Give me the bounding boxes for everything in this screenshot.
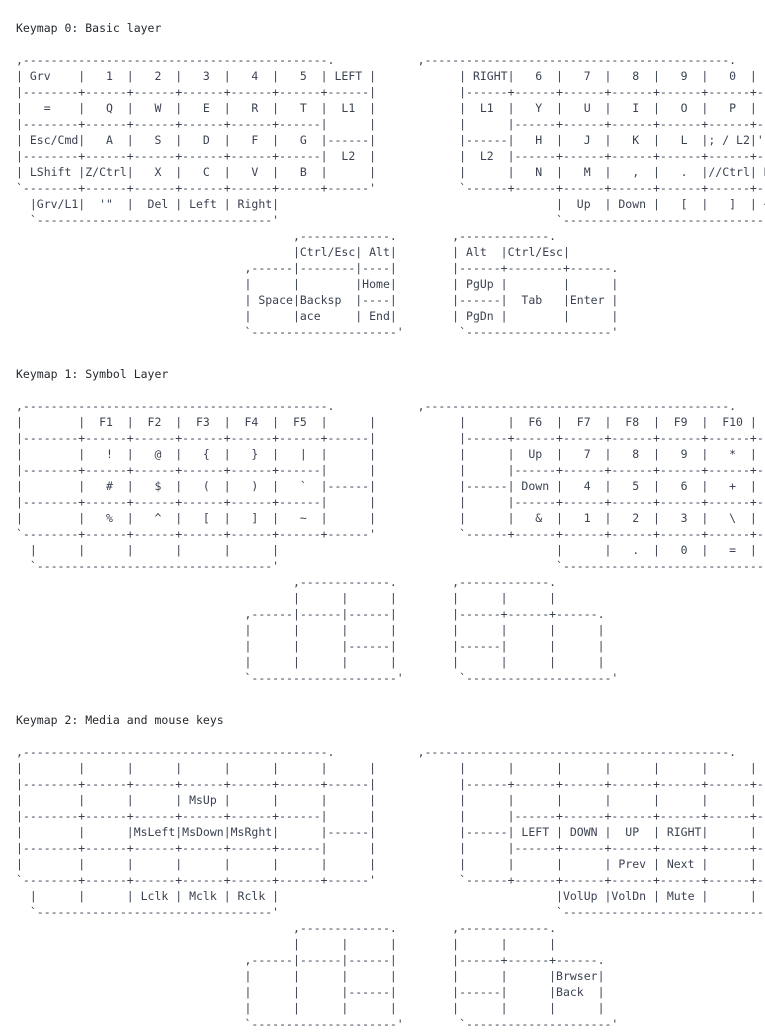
keymap-1-thumb-art: ,-------------. ,-------------. | | | | …	[244, 575, 619, 685]
keymap-0-title: Keymap 0: Basic layer	[16, 21, 162, 35]
keymap-2-title-spacer	[0, 728, 765, 744]
keymap-1-bottom-spacer	[0, 686, 765, 712]
keymap-1-main-art: ,---------------------------------------…	[16, 399, 765, 573]
keymap-2-main-art: ,---------------------------------------…	[16, 745, 765, 919]
top-spacer	[0, 0, 765, 20]
keymap-section-1: Keymap 1: Symbol Layer ,----------------…	[0, 366, 765, 686]
keymap-2-thumb-art: ,-------------. ,-------------. | | | | …	[244, 921, 619, 1031]
keymap-section-0: Keymap 0: Basic layer ,-----------------…	[0, 20, 765, 340]
keymap-2-title: Keymap 2: Media and mouse keys	[16, 713, 224, 727]
keymap-1-title-spacer	[0, 382, 765, 398]
keymap-0-title-spacer	[0, 36, 765, 52]
keymap-section-2: Keymap 2: Media and mouse keys ,--------…	[0, 712, 765, 1032]
keymap-0-main-art: ,---------------------------------------…	[16, 53, 765, 227]
keymap-0-bottom-spacer	[0, 340, 765, 366]
keymap-0-thumb-art: ,-------------. ,-------------. |Ctrl/Es…	[244, 229, 619, 339]
keymap-1-title: Keymap 1: Symbol Layer	[16, 367, 169, 381]
